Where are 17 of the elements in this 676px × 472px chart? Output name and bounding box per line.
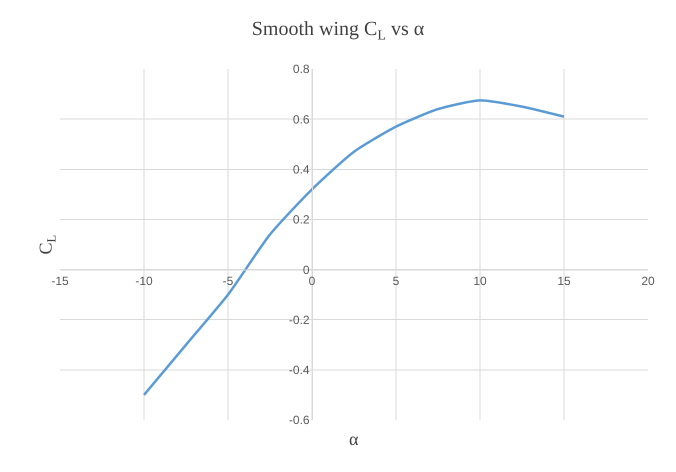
x-tick-label: -5 — [222, 274, 234, 288]
y-tick-label: 0.4 — [292, 162, 310, 176]
y-tick-label: -0.2 — [288, 312, 310, 327]
y-tick-label: 0.8 — [292, 62, 310, 76]
y-tick-label: 0 — [302, 262, 310, 277]
x-tick-label: 5 — [392, 274, 400, 288]
x-tick-label: 10 — [473, 274, 487, 288]
y-tick-label: -0.6 — [288, 413, 310, 428]
y-tick-label: 0.6 — [292, 112, 310, 126]
x-tick-label: 15 — [557, 274, 571, 288]
x-tick-label: -15 — [51, 274, 69, 288]
chart-title: Smooth wing C$_{L}$ vs α — [252, 18, 425, 44]
x-axis-title: α — [349, 429, 359, 449]
y-tick-label: 0.2 — [292, 212, 310, 227]
x-tick-label: 20 — [641, 274, 655, 288]
x-tick-label: -10 — [135, 274, 153, 288]
y-tick-label: -0.4 — [288, 363, 310, 378]
